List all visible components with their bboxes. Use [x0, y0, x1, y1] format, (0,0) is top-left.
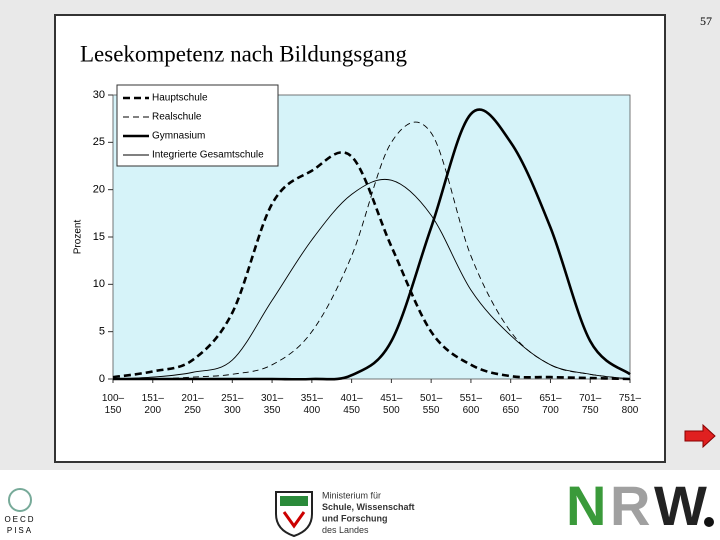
x-tick-label: 251– 300: [221, 393, 244, 416]
x-tick-label: 401– 450: [340, 393, 363, 416]
chart-title: Lesekompetenz nach Bildungsgang: [80, 41, 408, 66]
ministry-line: des Landes: [322, 525, 369, 535]
legend-label: Gymnasium: [152, 131, 205, 142]
page-number: 57: [700, 14, 712, 28]
x-tick-label: 651– 700: [539, 393, 562, 416]
ministry-line: Schule, Wissenschaft: [322, 502, 414, 512]
oecd-text: OECD: [4, 515, 35, 524]
y-tick-label: 10: [93, 278, 105, 290]
pisa-text: PISA: [7, 526, 33, 535]
nrw-letter: R: [610, 474, 650, 537]
series-line: [112, 178, 631, 380]
y-tick-label: 30: [93, 89, 105, 101]
y-tick-label: 0: [99, 373, 105, 385]
x-tick-label: 151– 200: [141, 393, 164, 416]
y-tick-label: 25: [93, 136, 105, 148]
y-tick-label: 5: [99, 326, 105, 338]
x-tick-label: 451– 500: [380, 393, 403, 416]
legend-label: Hauptschule: [152, 93, 208, 104]
nrw-letter: N: [566, 474, 606, 537]
x-tick-label: 551– 600: [459, 393, 483, 416]
nrw-letter: W: [654, 474, 707, 537]
legend-label: Realschule: [152, 112, 202, 123]
x-tick-label: 351– 400: [300, 393, 323, 416]
x-tick-label: 501– 550: [420, 393, 443, 416]
legend-label: Integrierte Gesamtschule: [152, 150, 264, 161]
x-tick-label: 201– 250: [181, 393, 204, 416]
x-tick-label: 751– 800: [618, 393, 642, 416]
footer: [0, 470, 720, 540]
plot: 0 5 10 15 20 25 30 Hauptschule Realschule Gymnasi…: [93, 84, 631, 385]
legend-box: [116, 84, 279, 167]
y-tick-label: 20: [93, 184, 105, 196]
y-axis-label: Prozent: [73, 220, 84, 255]
y-tick-label: 15: [93, 231, 105, 243]
ministry-line: Ministerium für: [322, 490, 381, 500]
x-tick-label: 701– 750: [579, 393, 602, 416]
series-line: [112, 108, 631, 381]
coat-of-arms-horse: [282, 511, 306, 529]
x-tick-label: 301– 350: [260, 393, 284, 416]
series-line: [112, 151, 631, 381]
coat-of-arms-band: [280, 496, 308, 506]
x-tick-label: 601– 650: [499, 393, 522, 416]
oecd-logo: [8, 488, 32, 512]
nrw-dot: [704, 517, 714, 527]
ministry-line: und Forschung: [322, 513, 388, 523]
next-arrow[interactable]: [684, 423, 716, 449]
x-tick-label: 100– 150: [101, 393, 125, 416]
